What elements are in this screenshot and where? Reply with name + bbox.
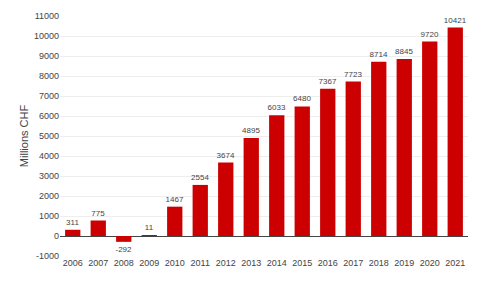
svg-text:2021: 2021 [445, 258, 465, 268]
svg-text:-1000: -1000 [36, 251, 59, 261]
svg-text:8714: 8714 [370, 50, 388, 59]
svg-text:2017: 2017 [343, 258, 363, 268]
svg-text:Millions CHF: Millions CHF [18, 105, 30, 168]
svg-text:4895: 4895 [242, 126, 260, 135]
svg-text:11000: 11000 [35, 11, 59, 21]
svg-text:2012: 2012 [216, 258, 236, 268]
svg-text:8000: 8000 [39, 71, 59, 81]
svg-text:2020: 2020 [420, 258, 440, 268]
svg-text:-292: -292 [115, 245, 132, 254]
svg-text:7367: 7367 [319, 77, 337, 86]
svg-text:2554: 2554 [191, 173, 209, 182]
svg-text:2015: 2015 [292, 258, 312, 268]
svg-text:5000: 5000 [39, 131, 59, 141]
svg-text:2007: 2007 [88, 258, 108, 268]
svg-text:775: 775 [91, 209, 105, 218]
svg-text:10421: 10421 [444, 16, 467, 25]
svg-text:7723: 7723 [344, 70, 362, 79]
svg-text:2018: 2018 [369, 258, 389, 268]
svg-text:1467: 1467 [166, 195, 184, 204]
svg-text:0: 0 [54, 231, 59, 241]
svg-text:4000: 4000 [39, 151, 59, 161]
svg-text:7000: 7000 [39, 91, 59, 101]
svg-text:11: 11 [145, 223, 154, 232]
svg-text:10000: 10000 [34, 31, 59, 41]
svg-text:2008: 2008 [114, 258, 134, 268]
svg-text:2010: 2010 [165, 258, 185, 268]
svg-text:2006: 2006 [63, 258, 83, 268]
svg-text:3000: 3000 [39, 171, 59, 181]
svg-text:6033: 6033 [268, 103, 286, 112]
svg-text:1000: 1000 [39, 211, 59, 221]
svg-text:2000: 2000 [39, 191, 59, 201]
svg-text:2014: 2014 [267, 258, 287, 268]
svg-text:3674: 3674 [217, 151, 235, 160]
svg-text:6000: 6000 [39, 111, 59, 121]
svg-text:2011: 2011 [191, 258, 210, 268]
svg-text:311: 311 [66, 218, 79, 227]
svg-text:2019: 2019 [394, 258, 414, 268]
svg-text:2013: 2013 [241, 258, 261, 268]
svg-text:6480: 6480 [293, 94, 311, 103]
svg-text:9720: 9720 [421, 30, 439, 39]
svg-text:9000: 9000 [39, 51, 59, 61]
svg-text:2016: 2016 [318, 258, 338, 268]
svg-text:8845: 8845 [395, 47, 413, 56]
svg-text:2009: 2009 [139, 258, 159, 268]
